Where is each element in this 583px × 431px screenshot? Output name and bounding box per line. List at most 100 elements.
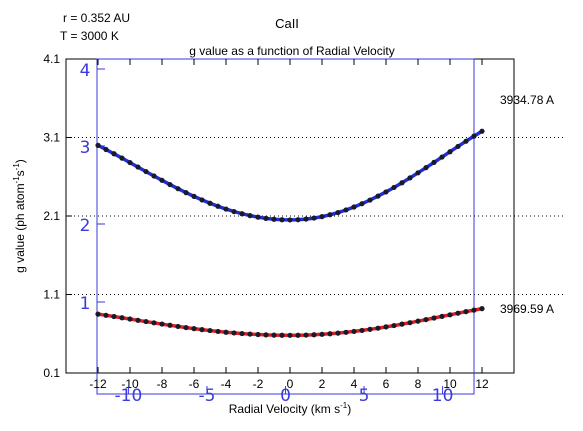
- overlay-x-tick-label: 10: [432, 386, 454, 406]
- data-point: [247, 331, 252, 336]
- data-point: [215, 329, 220, 334]
- species-label: CaII: [275, 16, 299, 31]
- overlay-y-tick-label: 3: [80, 138, 91, 158]
- data-point: [151, 320, 156, 325]
- y-tick-label: 0.1: [43, 366, 60, 380]
- data-point: [183, 190, 188, 195]
- t-label: T = 3000 K: [60, 29, 119, 43]
- chart-title: g value as a function of Radial Velocity: [189, 44, 394, 58]
- data-point: [471, 134, 476, 139]
- data-point: [327, 212, 332, 217]
- data-point: [175, 186, 180, 191]
- data-point: [199, 197, 204, 202]
- data-point: [143, 169, 148, 174]
- data-point: [351, 204, 356, 209]
- data-point: [447, 312, 452, 317]
- data-point: [279, 333, 284, 338]
- data-point: [239, 331, 244, 336]
- data-point: [167, 182, 172, 187]
- x-tick-label: 4: [351, 377, 358, 391]
- data-point: [255, 215, 260, 220]
- data-point: [95, 312, 100, 317]
- data-point: [151, 173, 156, 178]
- data-point: [367, 197, 372, 202]
- data-point: [207, 201, 212, 206]
- data-point: [439, 154, 444, 159]
- data-point: [287, 217, 292, 222]
- data-point: [471, 308, 476, 313]
- data-point: [159, 178, 164, 183]
- data-point: [287, 333, 292, 338]
- data-point: [327, 331, 332, 336]
- data-point: [359, 201, 364, 206]
- data-point: [415, 319, 420, 324]
- data-point: [303, 216, 308, 221]
- x-tick-label: 2: [319, 377, 326, 391]
- overlay-y-tick-label: 2: [80, 216, 91, 236]
- data-point: [423, 165, 428, 170]
- data-point: [463, 139, 468, 144]
- data-point: [103, 313, 108, 318]
- data-point: [207, 328, 212, 333]
- data-point: [295, 333, 300, 338]
- data-point: [191, 326, 196, 331]
- r-label: r = 0.352 AU: [63, 11, 130, 25]
- data-point: [127, 316, 132, 321]
- series-group: [95, 129, 484, 338]
- data-point: [319, 214, 324, 219]
- data-point: [367, 327, 372, 332]
- data-point: [119, 315, 124, 320]
- x-axis-ticks: -12 -10 -8 -6 -4 -2 0 2 4 6 8 10 12: [89, 59, 489, 391]
- data-point: [399, 180, 404, 185]
- x-tick-label: -2: [253, 377, 264, 391]
- data-point: [335, 331, 340, 336]
- overlay-axis: [97, 59, 474, 394]
- y-tick-label: 4.1: [43, 52, 60, 66]
- data-point: [111, 151, 116, 156]
- x-tick-label: 8: [415, 377, 422, 391]
- data-point: [375, 326, 380, 331]
- data-point: [191, 194, 196, 199]
- data-point: [271, 333, 276, 338]
- data-point: [119, 156, 124, 161]
- data-point: [407, 320, 412, 325]
- data-point: [135, 164, 140, 169]
- data-point: [143, 319, 148, 324]
- data-point: [231, 330, 236, 335]
- data-point: [343, 330, 348, 335]
- data-point: [463, 309, 468, 314]
- data-point: [447, 149, 452, 154]
- data-point: [391, 323, 396, 328]
- data-point: [343, 207, 348, 212]
- data-point: [359, 328, 364, 333]
- data-point: [135, 318, 140, 323]
- data-point: [319, 332, 324, 337]
- data-point: [431, 315, 436, 320]
- data-point: [263, 332, 268, 337]
- y-axis-ticks: 0.1 1.1 2.1 3.1 4.1: [43, 52, 72, 380]
- x-axis-label: Radial Velocity (km s-1): [229, 401, 352, 416]
- y-axis-label: g value (ph atom-1s-1): [12, 159, 27, 273]
- x-tick-label: -4: [221, 377, 232, 391]
- data-point: [199, 327, 204, 332]
- y-tick-label: 2.1: [43, 209, 60, 223]
- data-point: [375, 194, 380, 199]
- data-point: [183, 325, 188, 330]
- data-point: [335, 210, 340, 215]
- data-point: [255, 332, 260, 337]
- data-point: [223, 206, 228, 211]
- data-point: [439, 314, 444, 319]
- overlay-y-tick-label: 1: [80, 294, 91, 314]
- x-tick-label: -8: [157, 377, 168, 391]
- data-point: [247, 213, 252, 218]
- series-label-3934: 3934.78 A: [500, 93, 554, 107]
- data-point: [231, 209, 236, 214]
- y-tick-label: 1.1: [43, 288, 60, 302]
- overlay-y-tick-label: 4: [80, 61, 91, 81]
- data-point: [311, 215, 316, 220]
- overlay-x-tick-label: 5: [359, 386, 370, 406]
- overlay-x-tick-label: -5: [198, 386, 215, 406]
- data-point: [223, 330, 228, 335]
- overlay-x-tick-label: -10: [115, 386, 143, 406]
- data-point: [215, 204, 220, 209]
